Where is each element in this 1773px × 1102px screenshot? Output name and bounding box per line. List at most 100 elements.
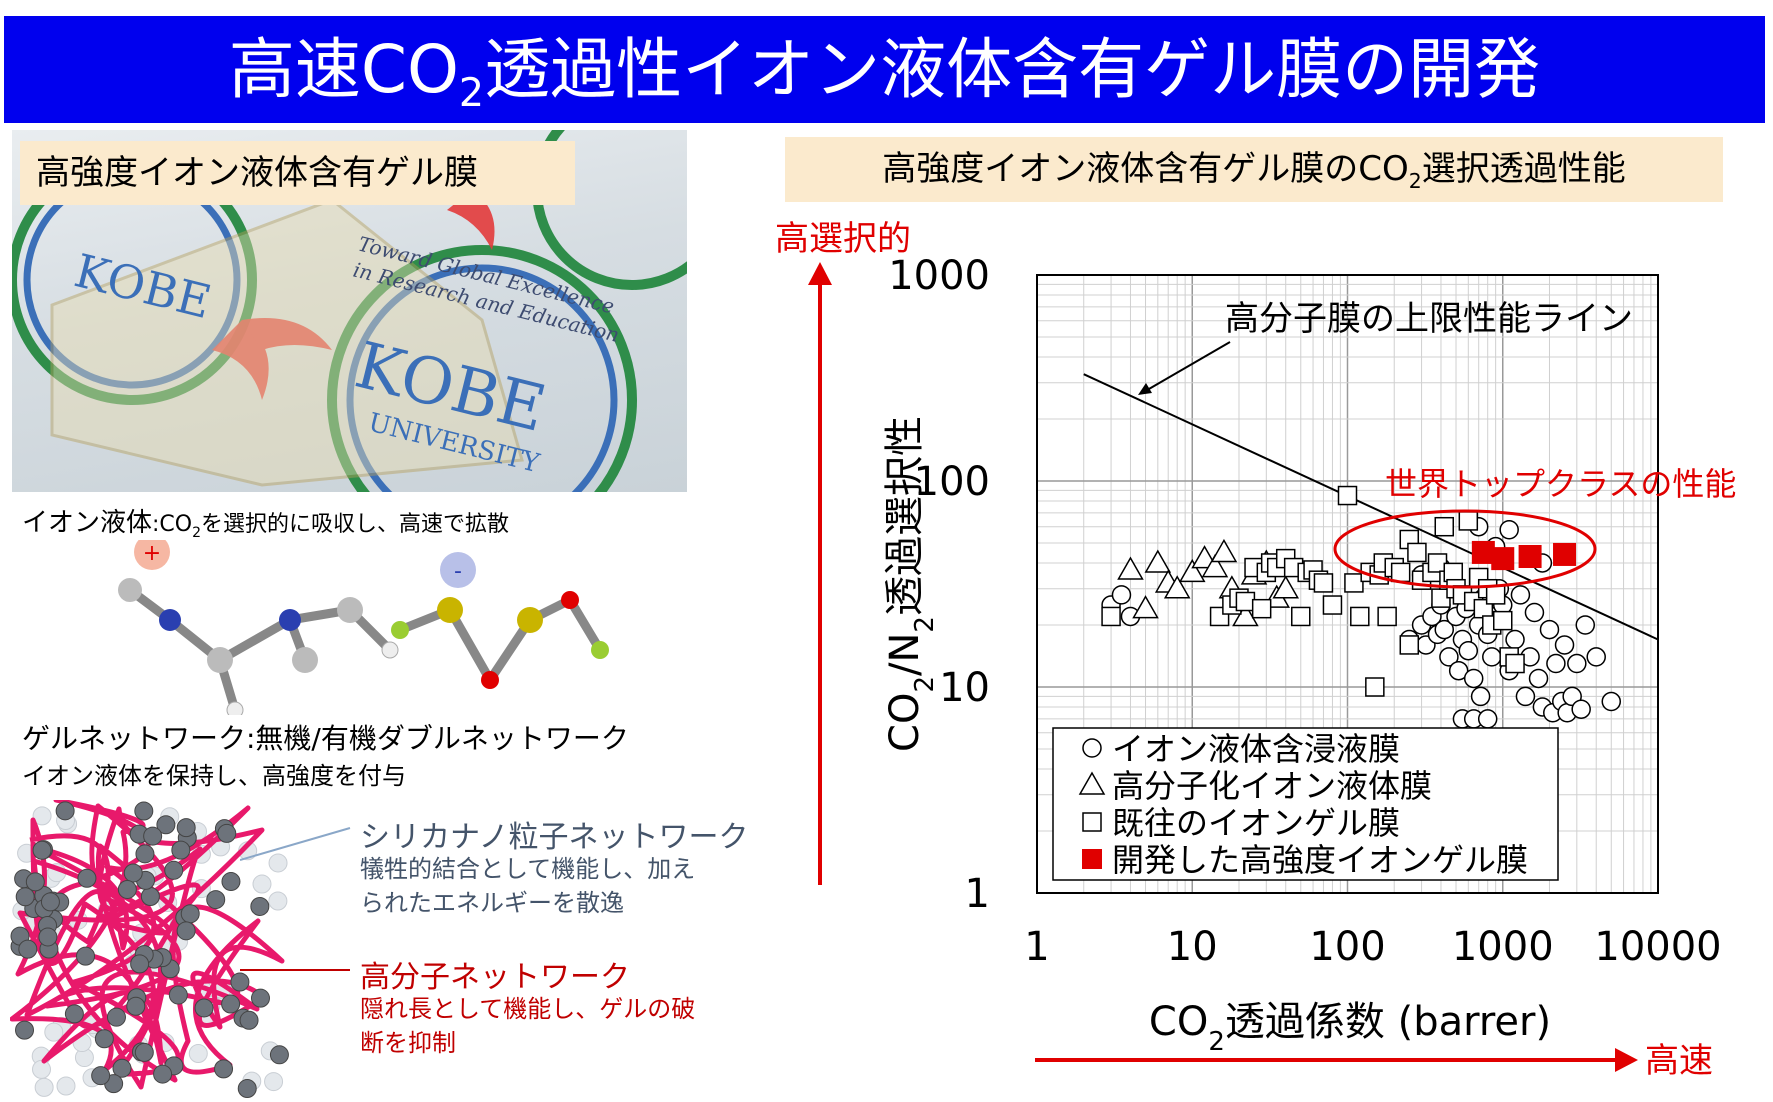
- data-point-square: [1411, 570, 1432, 590]
- atom-h-2: [381, 641, 399, 659]
- photo-label: 高強度イオン液体含有ゲル膜: [20, 141, 575, 205]
- data-point-square: [1390, 562, 1411, 583]
- data-point-circle: [1557, 702, 1577, 723]
- y-tick-label: 1: [965, 871, 990, 917]
- silica-network-line2: られたエネルギーを散逸: [360, 889, 624, 917]
- cation-badge: [134, 540, 170, 570]
- data-point-triangle: [1178, 558, 1206, 583]
- silica-particle-light: [34, 1077, 54, 1097]
- data-point-circle: [1543, 702, 1563, 723]
- data-point-circle: [1482, 647, 1502, 667]
- data-point-square: [1303, 560, 1323, 580]
- atom-c-3: [337, 597, 363, 623]
- legend: イオン液体含浸液膜高分子化イオン液体膜既往のイオンゲル膜開発した高強度イオンゲル…: [1052, 727, 1559, 881]
- atom-f-2: [591, 641, 609, 659]
- silica-particle: [221, 994, 241, 1014]
- y-tick-label: 10: [939, 665, 990, 711]
- polymer-network-line1: 隠れ長として機能し、ゲルの破: [360, 995, 696, 1023]
- silica-particle: [214, 1059, 234, 1079]
- data-point-circle: [1399, 629, 1420, 650]
- data-point-circle: [1443, 578, 1464, 599]
- data-point-circle: [1422, 606, 1442, 627]
- data-point-circle: [1434, 619, 1455, 640]
- data-point-circle: [1458, 640, 1479, 661]
- silica-particle: [55, 801, 75, 821]
- data-point-square: [1407, 542, 1427, 563]
- legend-label: 開発した高強度イオンゲル膜: [1112, 841, 1528, 879]
- plot-area: [1037, 275, 1658, 893]
- data-point-square: [1344, 573, 1364, 593]
- atom-s-1: [437, 597, 463, 623]
- highlight-ellipse: [1333, 509, 1597, 589]
- data-point-triangle: [1132, 595, 1159, 619]
- data-point-square: [1399, 635, 1420, 655]
- x-axis-label: CO2透過係数 (barrer): [1149, 999, 1551, 1057]
- selectivity-arrow-label: 高選択的: [775, 219, 911, 259]
- data-point-circle: [1431, 557, 1451, 578]
- data-point-circle: [1554, 635, 1575, 655]
- silica-particle: [156, 815, 176, 835]
- polymer-network-line2: 断を抑制: [360, 1029, 456, 1057]
- data-point-square: [1350, 606, 1370, 627]
- data-point-triangle: [1232, 602, 1259, 627]
- data-point-square: [1377, 606, 1397, 627]
- data-point-square: [1422, 562, 1442, 583]
- silica-particle: [143, 826, 163, 846]
- data-point-square: [1313, 573, 1334, 593]
- data-point-square: [1482, 615, 1502, 635]
- data-point-square: [1101, 606, 1121, 627]
- data-point-triangle: [1117, 556, 1144, 580]
- data-point-circle: [1562, 686, 1582, 707]
- y-tick-label: 1000: [888, 253, 990, 299]
- data-point-square: [1229, 588, 1249, 608]
- data-point-filled-square: [1518, 545, 1542, 569]
- x-tick-label: 1000: [1452, 924, 1554, 970]
- atom-o-2: [561, 591, 579, 609]
- data-point-circle: [1456, 598, 1476, 619]
- silica-particle-light: [268, 853, 288, 873]
- data-point-triangle: [1163, 575, 1191, 599]
- data-point-circle: [1586, 647, 1606, 667]
- silica-particle-light: [56, 1076, 76, 1096]
- data-point-circle: [1120, 606, 1141, 627]
- logo-mark-red-2: [242, 318, 332, 350]
- x-tick-label: 10000: [1594, 924, 1721, 970]
- data-point-circle: [1485, 536, 1506, 557]
- data-point-triangle: [1253, 549, 1280, 573]
- data-point-triangle: [1191, 545, 1218, 569]
- data-point-square: [1365, 677, 1385, 697]
- atom-c-1: [207, 647, 233, 673]
- x-tick-label: 10: [1167, 924, 1218, 970]
- data-point-circle: [1552, 691, 1572, 712]
- data-point-circle: [1468, 516, 1489, 537]
- data-point-circle: [1528, 668, 1549, 689]
- silica-particle: [180, 904, 200, 924]
- silica-particle: [32, 840, 52, 860]
- silica-particle: [64, 1004, 84, 1024]
- gel-network-heading: ゲルネットワーク:無機/有機ダブルネットワーク: [22, 722, 629, 755]
- series-triangle: [1117, 538, 1300, 627]
- logo-ring-green-2: [327, 245, 637, 492]
- data-point-circle: [1463, 668, 1484, 689]
- legend-marker-circle: [1082, 738, 1102, 758]
- silica-particle-light: [32, 1059, 52, 1079]
- data-point-circle: [1510, 585, 1531, 605]
- atom-h-1: [226, 701, 244, 715]
- data-point-square: [1431, 588, 1451, 608]
- atom-s-2: [517, 607, 543, 633]
- data-point-circle: [1520, 647, 1540, 667]
- data-point-circle: [1546, 653, 1566, 674]
- data-point-triangle: [1144, 549, 1172, 573]
- legend-marker-filled-square: [1082, 849, 1102, 869]
- data-point-square: [1434, 516, 1455, 537]
- selectivity-arrow-head: [808, 262, 832, 285]
- silica-particle-light: [188, 1043, 208, 1063]
- data-point-circle: [1448, 660, 1469, 681]
- silica-particle: [153, 1064, 173, 1084]
- speed-arrow-label: 高速: [1645, 1041, 1713, 1081]
- data-point-square: [1399, 529, 1420, 550]
- data-point-circle: [1411, 565, 1432, 585]
- data-point-triangle: [1263, 584, 1291, 608]
- silica-particle: [250, 988, 270, 1008]
- data-point-square: [1499, 647, 1519, 667]
